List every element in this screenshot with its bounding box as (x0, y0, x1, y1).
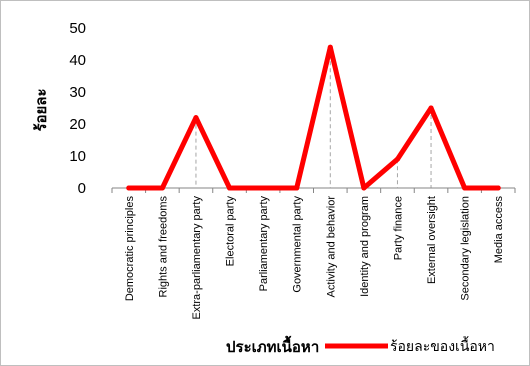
data-point (361, 185, 367, 191)
y-tick-label: 10 (69, 148, 86, 165)
x-axis-ticks: Democratic principles Rights and freedoms… (111, 188, 516, 320)
y-tick-label: 40 (69, 52, 86, 69)
data-point (495, 185, 501, 191)
x-tick-label: Rights and freedoms (157, 196, 169, 298)
x-tick-label: Democratic principles (124, 196, 136, 302)
series-lines (126, 44, 501, 191)
x-tick-label: Governmental party (292, 196, 304, 293)
data-point (260, 185, 266, 191)
x-tick-label: Activity and behavior (325, 196, 337, 298)
legend-entry: ร้อยละของเนื้อหา (390, 336, 495, 355)
data-point (462, 185, 468, 191)
x-tick-label: External oversight (426, 196, 438, 284)
legend: ร้อยละของเนื้อหา (325, 336, 495, 355)
x-tick-label: Extra-parliamentary party (191, 196, 203, 320)
x-tick-label: Secondary legislation (460, 196, 472, 301)
x-tick-label: Parliamentary party (258, 196, 270, 292)
series-line (126, 44, 501, 191)
data-point (227, 185, 233, 191)
x-tick-label: Electoral party (225, 196, 237, 267)
data-point (394, 156, 400, 162)
x-axis-label: ประเภทเนื้อหา (226, 335, 319, 356)
y-tick-label: 20 (69, 116, 86, 133)
drop-lines (195, 47, 432, 188)
data-point (193, 115, 199, 121)
data-point (294, 185, 300, 191)
y-axis-label: ร้อยละ (32, 88, 50, 131)
y-tick-label: 0 (78, 180, 86, 197)
x-tick-label: Identity and program (359, 196, 371, 297)
y-tick-label: 50 (69, 20, 86, 37)
y-tick-label: 30 (69, 84, 86, 101)
data-point (327, 44, 333, 50)
y-axis-ticks: 0 10 20 30 40 50 (69, 20, 86, 197)
data-point (159, 185, 165, 191)
data-point (428, 105, 434, 111)
x-tick-label: Party finance (392, 196, 404, 260)
data-point (126, 185, 132, 191)
x-tick-label: Media access (493, 196, 505, 264)
